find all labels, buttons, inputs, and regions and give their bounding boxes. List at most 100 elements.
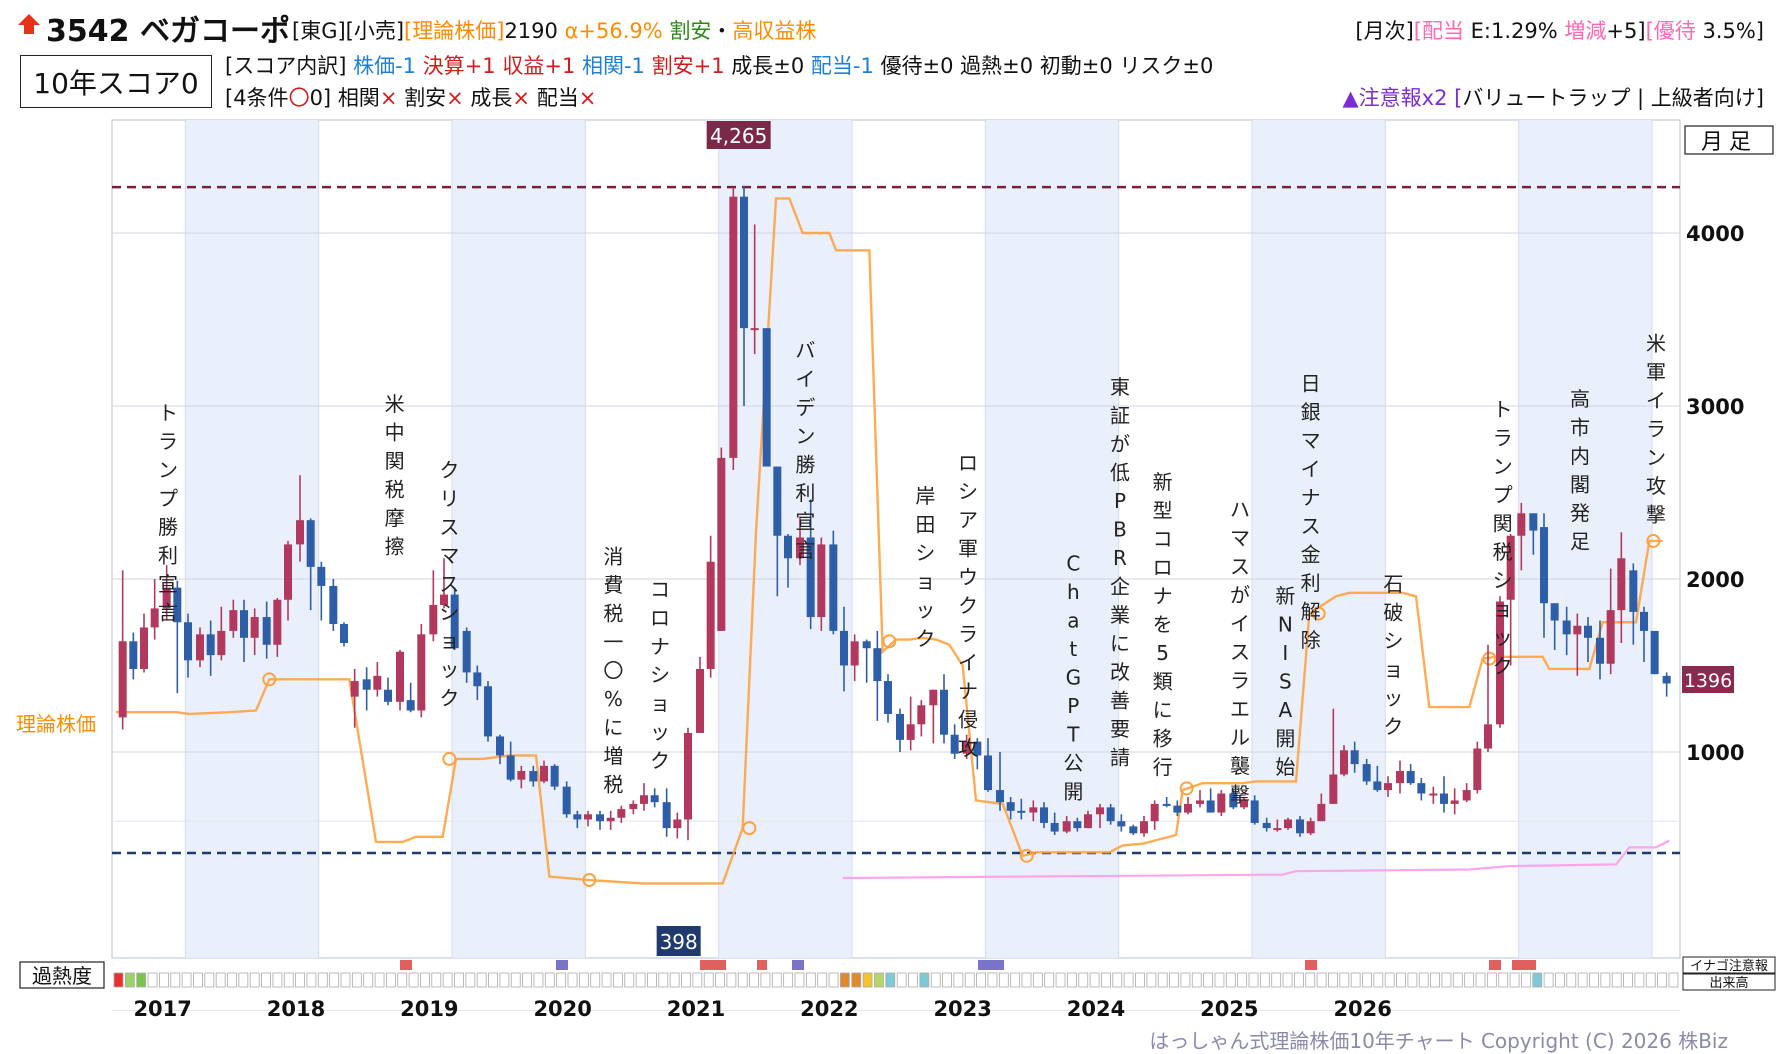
candle-body xyxy=(906,724,915,740)
event-char: 米 xyxy=(1646,332,1666,356)
event-char: 内 xyxy=(1570,444,1590,468)
event-char: 言 xyxy=(795,538,815,562)
x-tick-label: 2017 xyxy=(133,997,191,1021)
event-char: に xyxy=(603,715,623,739)
event-char: 擦 xyxy=(385,535,405,559)
candle-body xyxy=(1606,610,1615,664)
candle-body xyxy=(1584,625,1592,638)
overheat-label: 過熱度 xyxy=(32,964,92,988)
candle-body xyxy=(362,679,371,690)
score-item: 収益+1 xyxy=(502,54,582,78)
overheat-cell xyxy=(1169,972,1179,988)
candle xyxy=(1350,741,1359,773)
candle xyxy=(1306,817,1315,836)
candle-body xyxy=(750,328,759,331)
candle-body xyxy=(329,585,338,624)
inago-mark xyxy=(556,960,568,970)
event-char: ア xyxy=(958,508,978,532)
candle-body xyxy=(262,617,271,645)
candle xyxy=(1562,606,1571,656)
overheat-cell xyxy=(204,972,215,988)
candle-body xyxy=(596,814,604,822)
candle-body xyxy=(773,466,782,536)
candle xyxy=(1662,672,1671,697)
candle-body xyxy=(284,544,292,600)
event-char: 解 xyxy=(1301,599,1321,623)
overheat-cell xyxy=(351,972,362,988)
overheat-cell xyxy=(1521,972,1531,988)
candle-body xyxy=(406,700,415,711)
overheat-cell xyxy=(454,972,464,988)
overheat-cell xyxy=(647,972,657,988)
event-char: t xyxy=(1069,637,1077,661)
event-char: 襲 xyxy=(1230,754,1250,778)
candle xyxy=(340,622,348,647)
candle-body xyxy=(806,537,815,618)
candle-body xyxy=(1206,800,1215,813)
candle-body xyxy=(817,544,826,618)
candle-body xyxy=(1650,630,1659,675)
event-char: が xyxy=(1230,583,1250,607)
candle xyxy=(306,518,315,611)
candle xyxy=(196,627,204,668)
candle-body xyxy=(1296,819,1304,834)
overheat-cell xyxy=(1123,972,1134,988)
candle xyxy=(1117,814,1126,832)
overheat-cell xyxy=(1237,972,1248,988)
year-band xyxy=(1252,120,1386,958)
candle xyxy=(506,741,515,782)
change-label: 増減 xyxy=(1557,19,1607,43)
candle-body xyxy=(350,681,359,697)
candle xyxy=(496,734,504,765)
overheat-cell xyxy=(1203,972,1213,988)
candle-body xyxy=(484,686,492,737)
event-char: ク xyxy=(439,686,459,710)
candle-body xyxy=(996,790,1004,803)
candle xyxy=(1406,764,1415,785)
overheat-cell xyxy=(976,972,986,988)
overheat-cell xyxy=(1089,972,1100,988)
event-char: 利 xyxy=(158,543,178,567)
low-marker-box xyxy=(656,926,701,956)
candle xyxy=(1240,796,1248,810)
event-char: プ xyxy=(1493,483,1513,507)
event-char: 侵 xyxy=(958,708,978,732)
event-char: ョ xyxy=(1383,658,1403,682)
candle xyxy=(1250,795,1259,825)
event-char: シ xyxy=(958,480,978,504)
candle-body xyxy=(684,732,692,820)
event-char: リ xyxy=(439,486,459,510)
candle xyxy=(1396,760,1404,794)
change-value: +5] xyxy=(1606,19,1646,43)
candle xyxy=(1650,630,1659,675)
candle-body xyxy=(173,587,182,623)
candle-body xyxy=(1106,807,1115,822)
candle xyxy=(1517,502,1526,571)
candle-body xyxy=(1217,793,1226,813)
overheat-cell xyxy=(1135,972,1145,988)
candle xyxy=(1573,613,1582,676)
candle-body xyxy=(1073,821,1082,829)
low-marker-label: 398 xyxy=(660,930,698,954)
candle xyxy=(1384,776,1392,797)
event-char: N xyxy=(1278,613,1293,637)
candle-body xyxy=(606,817,615,822)
candle-body xyxy=(140,627,148,669)
event-char: イ xyxy=(1230,612,1250,636)
overheat-cell xyxy=(1055,972,1066,988)
candle xyxy=(1584,617,1592,663)
candle-body xyxy=(306,520,315,567)
candle xyxy=(640,783,648,811)
event-char: ク xyxy=(1383,715,1403,739)
overheat-cell xyxy=(1532,972,1543,988)
candle-body xyxy=(1317,803,1326,822)
event-char: 費 xyxy=(603,573,623,597)
candle xyxy=(1040,802,1048,829)
overheat-cell xyxy=(124,972,135,988)
candle-body xyxy=(1196,800,1204,804)
overheat-cell xyxy=(1475,972,1486,988)
event-char: ラ xyxy=(1646,417,1666,441)
event-char: 増 xyxy=(603,744,623,768)
